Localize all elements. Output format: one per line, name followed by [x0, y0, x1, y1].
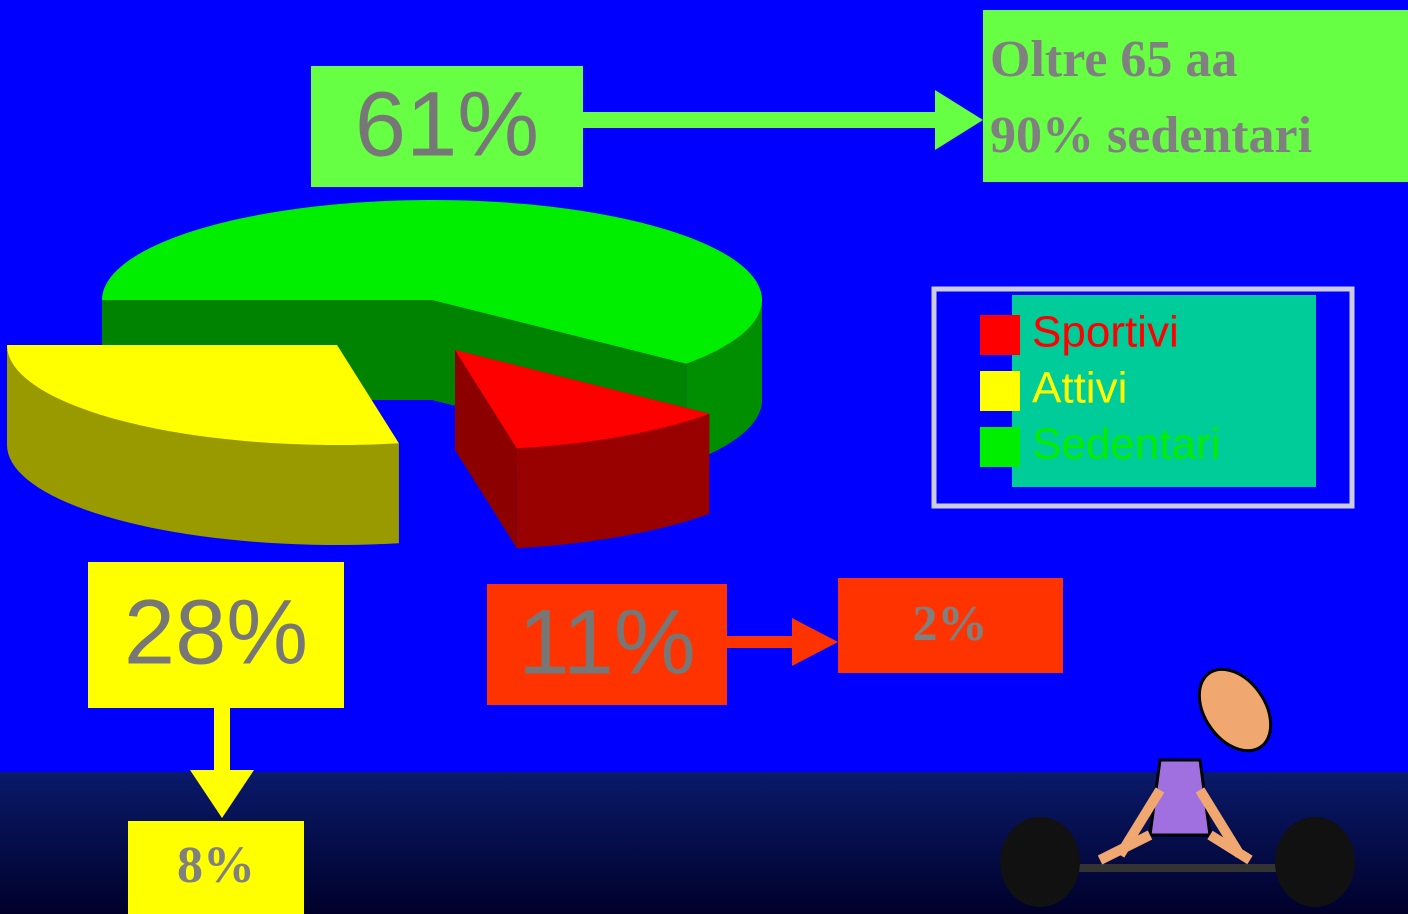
value-label-box	[88, 562, 344, 708]
legend-label: Sedentari	[1032, 420, 1220, 469]
annotation: 8%	[177, 837, 255, 894]
pie-slice	[455, 350, 710, 549]
value-label-box	[311, 66, 583, 187]
arrow-head	[935, 90, 983, 150]
legend: Sportivi Attivi Sedentari	[980, 308, 1220, 469]
value-label: 11%	[518, 591, 695, 693]
weightlifter-figure	[1000, 667, 1355, 907]
value-label: 61%	[355, 73, 539, 175]
pie-slice	[7, 345, 399, 545]
annotation: 2%	[913, 594, 988, 650]
annotation-box	[838, 578, 1063, 673]
annotation-box	[983, 10, 1408, 182]
annotation: 90% sedentari	[990, 107, 1312, 164]
arrow-head	[190, 770, 254, 818]
slice-wall	[7, 345, 399, 545]
slice-top	[455, 350, 710, 449]
legend-swatch	[980, 315, 1020, 355]
legend-swatch	[980, 427, 1020, 467]
value-label-box	[487, 584, 727, 705]
legend-panel	[1012, 295, 1316, 487]
value-label: 28%	[124, 581, 308, 683]
arrow-head	[792, 618, 838, 666]
legend-frame	[931, 286, 1355, 509]
legend-label: Attivi	[1032, 364, 1127, 413]
legend-label: Sportivi	[1032, 308, 1179, 357]
pie	[7, 199, 762, 549]
annotation-box	[128, 821, 304, 914]
slice-wall	[516, 413, 710, 549]
slice-side	[455, 350, 517, 549]
slice-top	[102, 199, 762, 364]
annotation: Oltre 65 aa	[990, 31, 1237, 88]
legend-swatch	[980, 371, 1020, 411]
slice-top	[7, 345, 399, 445]
